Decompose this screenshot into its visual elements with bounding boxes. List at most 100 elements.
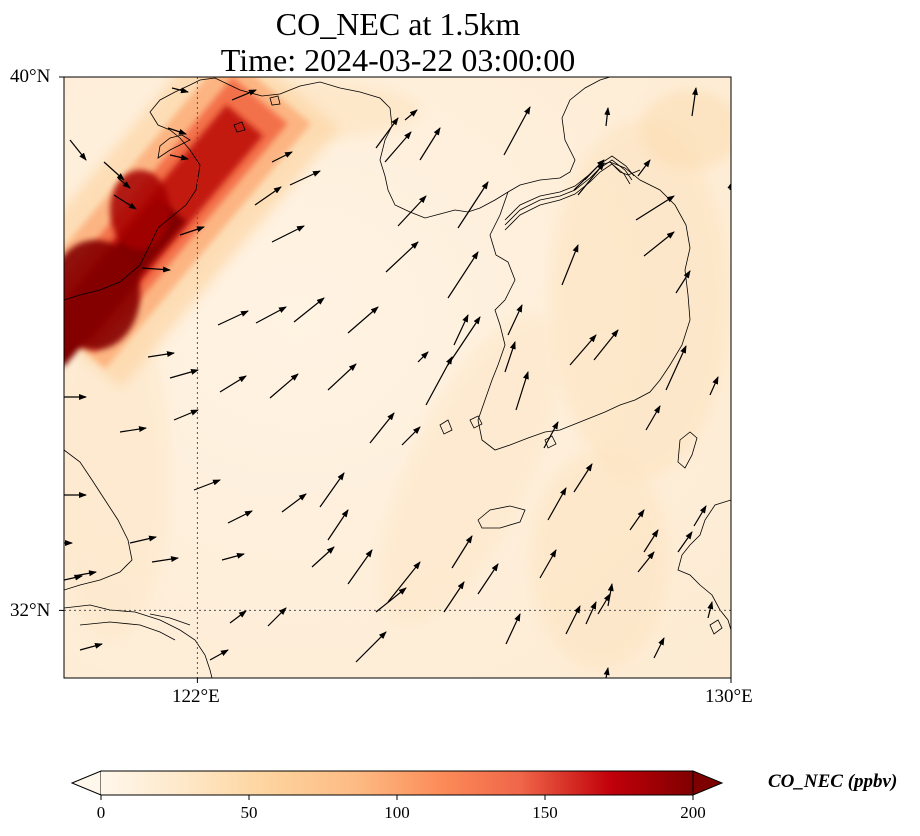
wind-arrow [543, 421, 559, 449]
wind-arrow [119, 426, 147, 433]
wind-arrow [221, 552, 245, 561]
wind-arrow [419, 127, 441, 161]
wind-arrow [447, 316, 481, 366]
wind-arrow [401, 426, 421, 446]
wind-arrow [607, 583, 614, 607]
wind-arrow [635, 195, 675, 221]
wind-arrow [569, 334, 597, 366]
wind-arrow [171, 87, 189, 94]
wind-arrow [643, 231, 675, 257]
wind-arrow [151, 556, 179, 563]
wind-arrow [451, 535, 473, 569]
wind-arrow [327, 363, 357, 391]
map-frame [63, 76, 732, 679]
wind-arrow [173, 409, 199, 421]
wind-arrow [209, 649, 229, 661]
wind-arrow [585, 601, 597, 625]
co-concentration-field [64, 77, 731, 678]
wind-arrow [217, 310, 249, 326]
wind-arrow [503, 106, 531, 156]
wind-arrow [539, 549, 557, 579]
wind-arrow [653, 637, 665, 659]
wind-arrow [593, 329, 619, 361]
wind-arrow [709, 376, 719, 396]
wind-arrow [79, 642, 103, 651]
wind-arrow [193, 479, 221, 491]
wind-arrow [565, 605, 581, 635]
wind-arrow [417, 351, 429, 363]
wind-arrow [227, 510, 253, 524]
wind-arrow [271, 225, 305, 243]
wind-arrow [707, 601, 714, 619]
gridlines [64, 77, 731, 678]
axis-ticks [59, 76, 732, 683]
wind-arrow [267, 607, 287, 627]
wind-arrow [169, 369, 199, 379]
wind-arrow [375, 587, 407, 613]
wind-arrow [179, 226, 205, 236]
colorbar-extend-max [692, 770, 724, 796]
wind-arrow [727, 181, 731, 191]
wind-arrow [129, 535, 157, 544]
wind-arrow [289, 170, 321, 186]
colorbar [70, 770, 724, 800]
colorbar-tick-label: 0 [96, 803, 106, 822]
wind-arrow [347, 549, 373, 585]
coastlines [64, 77, 731, 678]
wind-arrow [515, 371, 529, 411]
wind-arrow [269, 373, 299, 399]
wind-arrow [117, 177, 131, 189]
wind-arrow [169, 154, 189, 161]
colorbar-gradient [101, 771, 693, 795]
colorbar-tick-label: 50 [240, 803, 258, 822]
wind-arrow [369, 412, 395, 444]
wind-arrow [505, 613, 521, 645]
wind-arrow [507, 304, 523, 336]
wind-arrow [504, 341, 516, 373]
wind-arrow [229, 610, 247, 624]
wind-arrow [604, 107, 611, 127]
wind-arrow [453, 314, 469, 346]
lat-tick-label-40n: 40°N [10, 66, 51, 87]
wind-arrow [597, 593, 611, 615]
wind-arrow [447, 251, 479, 299]
wind-arrow [255, 306, 287, 324]
wind-arrow [665, 345, 687, 391]
wind-arrow [355, 631, 387, 663]
wind-arrow [73, 570, 97, 577]
wind-arrow [693, 505, 707, 527]
wind-arrow [577, 162, 605, 196]
plot-title: CO_NEC at 1.5km [275, 6, 521, 42]
wind-arrow [603, 667, 610, 678]
wind-arrow [103, 161, 125, 181]
wind-arrow [404, 109, 418, 121]
wind-arrow [637, 551, 655, 573]
wind-arrow [219, 375, 247, 393]
wind-arrow [387, 561, 421, 603]
wind-arrow [319, 472, 345, 508]
wind-arrow [397, 195, 427, 227]
wind-arrow [443, 581, 465, 613]
wind-arrow [327, 509, 349, 541]
wind-arrow [573, 463, 593, 493]
wind-arrow [425, 356, 453, 406]
wind-arrow [347, 306, 379, 334]
wind-arrow [547, 487, 567, 521]
wind-arrow [254, 186, 282, 206]
wind-arrow [477, 563, 499, 595]
wind-arrow [561, 244, 579, 286]
wind-arrow [677, 531, 693, 553]
wind-arrow [385, 241, 419, 273]
wind-arrow [231, 89, 257, 101]
wind-arrow [141, 266, 171, 273]
wind-arrow [384, 131, 412, 163]
wind-arrow [457, 181, 489, 229]
colorbar-tick-label: 100 [384, 803, 410, 822]
wind-arrow [645, 405, 661, 431]
colorbar-tick-label: 150 [532, 803, 558, 822]
wind-arrow [147, 351, 175, 358]
wind-vectors [64, 87, 731, 678]
colorbar-label: CO_NEC (ppbv) [768, 771, 898, 792]
wind-arrow [64, 574, 83, 581]
